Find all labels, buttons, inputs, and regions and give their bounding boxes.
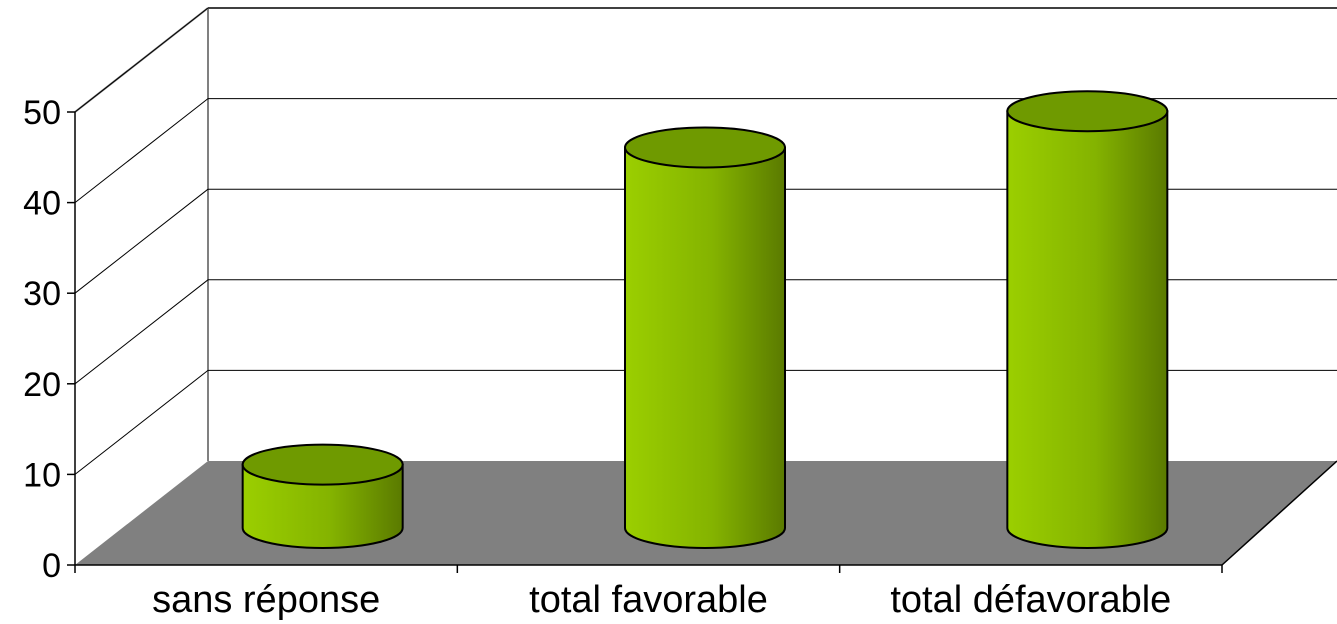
y-tick-label: 50	[23, 94, 61, 132]
gridline-side	[74, 188, 209, 294]
gridline-side	[74, 7, 209, 113]
bar	[624, 126, 786, 549]
labels: 0 10 20 30 40 50 sans réponse total favorable to…	[23, 94, 1171, 621]
axes	[67, 111, 1223, 573]
bar	[1006, 90, 1169, 549]
x-tick-label: total défavorable	[890, 579, 1171, 621]
y-tick-label: 10	[23, 456, 61, 494]
bar-top	[241, 443, 404, 486]
y-tick-label: 40	[23, 185, 61, 223]
bar-top	[1006, 90, 1169, 133]
y-tick-label: 0	[42, 547, 61, 585]
x-tick-label: sans réponse	[152, 579, 380, 621]
bar-body	[241, 463, 404, 549]
y-tick-label: 20	[23, 366, 61, 404]
gridline-side	[74, 279, 209, 385]
bar-body	[1006, 110, 1169, 549]
bar-body	[624, 146, 786, 549]
bar-top	[624, 126, 786, 169]
bars	[241, 90, 1169, 549]
floor-right-edge	[1221, 460, 1337, 566]
x-tick-label: total favorable	[529, 579, 768, 621]
gridline-side	[74, 370, 209, 475]
y-tick-label: 30	[23, 275, 61, 313]
bar	[241, 443, 404, 549]
gridline-side	[74, 98, 209, 203]
